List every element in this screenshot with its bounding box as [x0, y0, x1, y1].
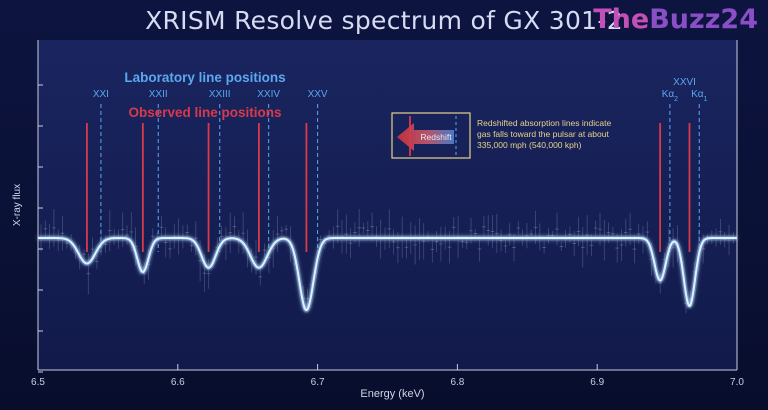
line-label-XXV: XXV — [308, 89, 328, 100]
line-label-XXIII: XXIII — [209, 89, 231, 100]
x-tick-label: 6.8 — [450, 377, 464, 388]
legend-observed: Observed line positions — [128, 105, 281, 120]
annotation-line: 335,000 mph (540,000 kph) — [477, 140, 582, 150]
x-tick-label: 6.5 — [31, 377, 45, 388]
model-curve — [38, 237, 737, 312]
plot-area — [38, 40, 737, 370]
x-tick-label: 6.7 — [311, 377, 325, 388]
chart-title: XRISM Resolve spectrum of GX 301-2 — [145, 6, 623, 35]
line-label-Kα2: Kα2 — [662, 89, 678, 103]
annotation-line: gas falls toward the pulsar at about — [477, 129, 609, 139]
y-axis-label: X-ray flux — [12, 184, 23, 226]
brand-logo: TheBuzz24 — [593, 4, 758, 35]
annotation-line: Redshifted absorption lines indicate — [477, 118, 611, 128]
brand-part1: The — [593, 4, 650, 35]
brand-part2: Buzz24 — [649, 4, 758, 35]
redshift-arrow-label: Redshift — [420, 132, 452, 142]
redshift-box — [391, 112, 471, 159]
x-tick-label: 7.0 — [730, 377, 744, 388]
legend-lab: Laboratory line positions — [124, 70, 285, 85]
line-label-XXII: XXII — [149, 89, 168, 100]
redshift-arrow — [397, 123, 454, 151]
x-axis-label: Energy (keV) — [360, 388, 424, 400]
x-tick-label: 6.6 — [171, 377, 185, 388]
line-label-XXI: XXI — [93, 89, 109, 100]
x-tick-label: 6.9 — [590, 377, 604, 388]
line-group-label-xxvi: XXVI — [673, 77, 696, 88]
line-label-Kα1: Kα1 — [691, 89, 707, 103]
line-label-XXIV: XXIV — [257, 89, 280, 100]
